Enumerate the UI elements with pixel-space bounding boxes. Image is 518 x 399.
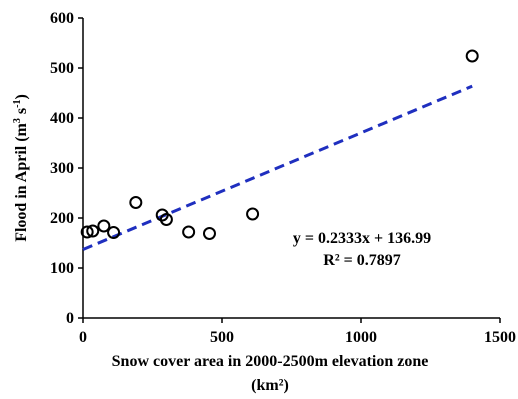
y-tick-label: 100 [50,260,74,277]
x-tick-label: 0 [79,329,87,346]
x-tick-label: 500 [210,329,234,346]
data-point [182,225,196,239]
data-point [86,224,100,238]
data-point [129,196,143,209]
y-tick-label: 300 [50,160,74,177]
trendline-equation: y = 0.2333x + 136.99 [293,230,431,247]
y-tick-label: 600 [50,10,74,27]
y-tick-label: 200 [50,210,74,227]
data-point [246,207,260,221]
data-points [80,49,479,240]
trendline-group [82,84,473,251]
x-tick-label: 1500 [484,329,516,346]
data-point [159,213,173,226]
x-ticks: 0 500 1000 1500 [79,318,516,346]
y-tick-label: 400 [50,110,74,127]
y-ticks: 0 100 200 300 400 500 600 [50,10,83,327]
trendline [82,84,473,251]
data-point [465,49,479,63]
y-tick-label: 0 [66,310,74,327]
x-axis-title: Snow cover area in 2000-2500m elevation … [112,353,429,370]
data-point [80,225,94,239]
data-point [202,227,216,240]
x-tick-label: 1000 [345,329,377,346]
x-axis-unit: (km²) [251,377,289,394]
y-axis-title: Flood in April (m3 s-1) [12,94,30,242]
r-squared-label: R² = 0.7897 [323,252,400,269]
y-tick-label: 500 [50,60,74,77]
data-point [97,219,111,233]
data-point [107,226,121,239]
